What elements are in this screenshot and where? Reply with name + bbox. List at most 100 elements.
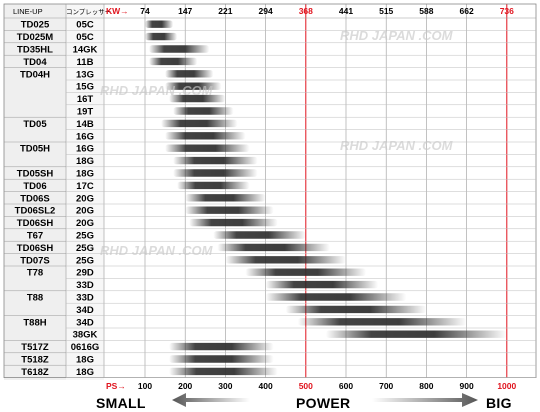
compressor-label: 05C [76,20,94,31]
power-range-bar [169,342,274,351]
watermark-logo: RHD JAPAN .COM [100,83,214,98]
power-range-bar [169,367,278,376]
compressor-label: 33D [76,293,94,304]
footer-big: BIG [486,395,512,411]
power-range-bar [265,293,407,301]
model-label: T88H [23,317,46,328]
compressor-label: 25G [76,231,94,242]
compressor-label: 20G [76,206,94,217]
power-range-bar [217,243,330,252]
compressor-label: 14B [76,119,94,130]
kw-tick-label: 588 [419,6,433,16]
right-arrow-icon [372,393,478,407]
ps-tick-label: 900 [460,381,474,391]
power-range-bar [245,268,367,276]
model-label: TD06SL2 [15,206,56,217]
power-range-bar [169,355,274,363]
compressor-label: 34D [76,305,94,316]
model-label: TD06 [23,181,46,192]
model-label: T78 [27,268,43,279]
kw-tick-label: 147 [178,6,192,16]
compressor-header: コンプレッサー [66,8,111,16]
compressor-label: 38GK [73,330,98,341]
ps-tick-labels: 100 200 300 400 500 600 700 800 900 1000 [138,381,517,391]
power-range-bar [185,206,274,214]
kw-tick-label: 441 [339,6,353,16]
compressor-label: 25G [76,255,94,266]
watermark-logo: RHD JAPAN .COM [340,138,454,153]
power-range-bar [325,330,507,338]
compressor-label: 17C [76,181,94,192]
power-range-bar [169,94,226,103]
power-range-bar [145,20,174,28]
model-label: T518Z [21,355,49,366]
model-label: TD06SH [17,218,54,229]
compressor-label: 25G [76,243,94,254]
power-range-bar [173,107,234,115]
header-row: LINE-UP コンプレッサー KW→ [13,6,129,16]
power-range-bar [213,231,306,239]
footer-power: POWER [296,395,350,411]
ps-axis-label: PS→ [106,381,126,391]
ps-tick-label: 1000 [497,381,516,391]
ps-tick-label: 100 [138,381,152,391]
compressor-label: 16T [77,94,94,105]
model-label: TD05H [20,144,50,155]
power-range-bar [145,32,178,41]
left-arrow-icon [172,393,250,407]
ps-tick-label: 200 [178,381,192,391]
ps-tick-label: 400 [259,381,273,391]
model-label: TD35HL [17,45,53,56]
power-range-bar [189,218,278,227]
power-range-bar [161,119,238,128]
watermark-logo: RHD JAPAN .COM [100,243,214,258]
power-bars [145,20,507,376]
model-label: TD025 [21,20,50,31]
lineup-rows: TD025 05C TD025M 05C TD35HL 14GK TD04 11B TD04H 1… [4,20,99,378]
model-label: T517Z [21,342,49,353]
compressor-label: 29D [76,268,94,279]
watermark-group: RHD JAPAN .COM RHD JAPAN .COM RHD JAPAN … [100,28,454,258]
compressor-label: 15G [76,82,94,93]
compressor-label: 16G [76,131,94,142]
kw-tick-labels: 74 147 221 294 368 441 515 588 662 736 [140,6,514,16]
compressor-label: 18G [76,156,94,167]
ps-tick-label: 500 [299,381,313,391]
power-range-bar [165,70,214,78]
kw-tick-label: 368 [299,6,313,16]
compressor-label: 18G [76,169,94,180]
ps-tick-label: 600 [339,381,353,391]
compressor-label: 19T [77,107,94,118]
compressor-label: 34D [76,317,94,328]
kw-tick-label: 736 [500,6,514,16]
model-column-bg [4,4,66,380]
compressor-label: 18G [76,367,94,378]
kw-tick-label: 515 [379,6,393,16]
ps-tick-label: 800 [419,381,433,391]
model-label: TD025M [17,32,54,43]
model-label: T88 [27,293,43,304]
model-label: TD05 [23,119,47,130]
compressor-label: 14GK [73,45,98,56]
power-range-bar [297,318,467,326]
compressor-label: 11B [77,57,94,68]
compressor-label: 0616G [71,342,100,353]
lineup-header: LINE-UP [13,7,43,16]
compressor-label: 18G [76,355,94,366]
power-range-bar [149,45,210,53]
compressor-label: 05C [76,32,94,43]
kw-tick-label: 221 [218,6,232,16]
power-range-bar [173,169,258,177]
compressor-label: 20G [76,193,94,204]
kw-axis-label: KW→ [106,6,129,16]
compressor-label: 13G [76,69,94,80]
power-range-bar [225,256,346,264]
model-label: TD07S [20,255,50,266]
kw-tick-label: 74 [140,6,150,16]
model-label: TD04 [23,57,47,68]
power-range-bar [165,132,246,140]
power-range-bar [165,82,222,90]
model-label: TD04H [20,69,50,80]
watermark-logo: RHD JAPAN .COM [340,28,454,43]
